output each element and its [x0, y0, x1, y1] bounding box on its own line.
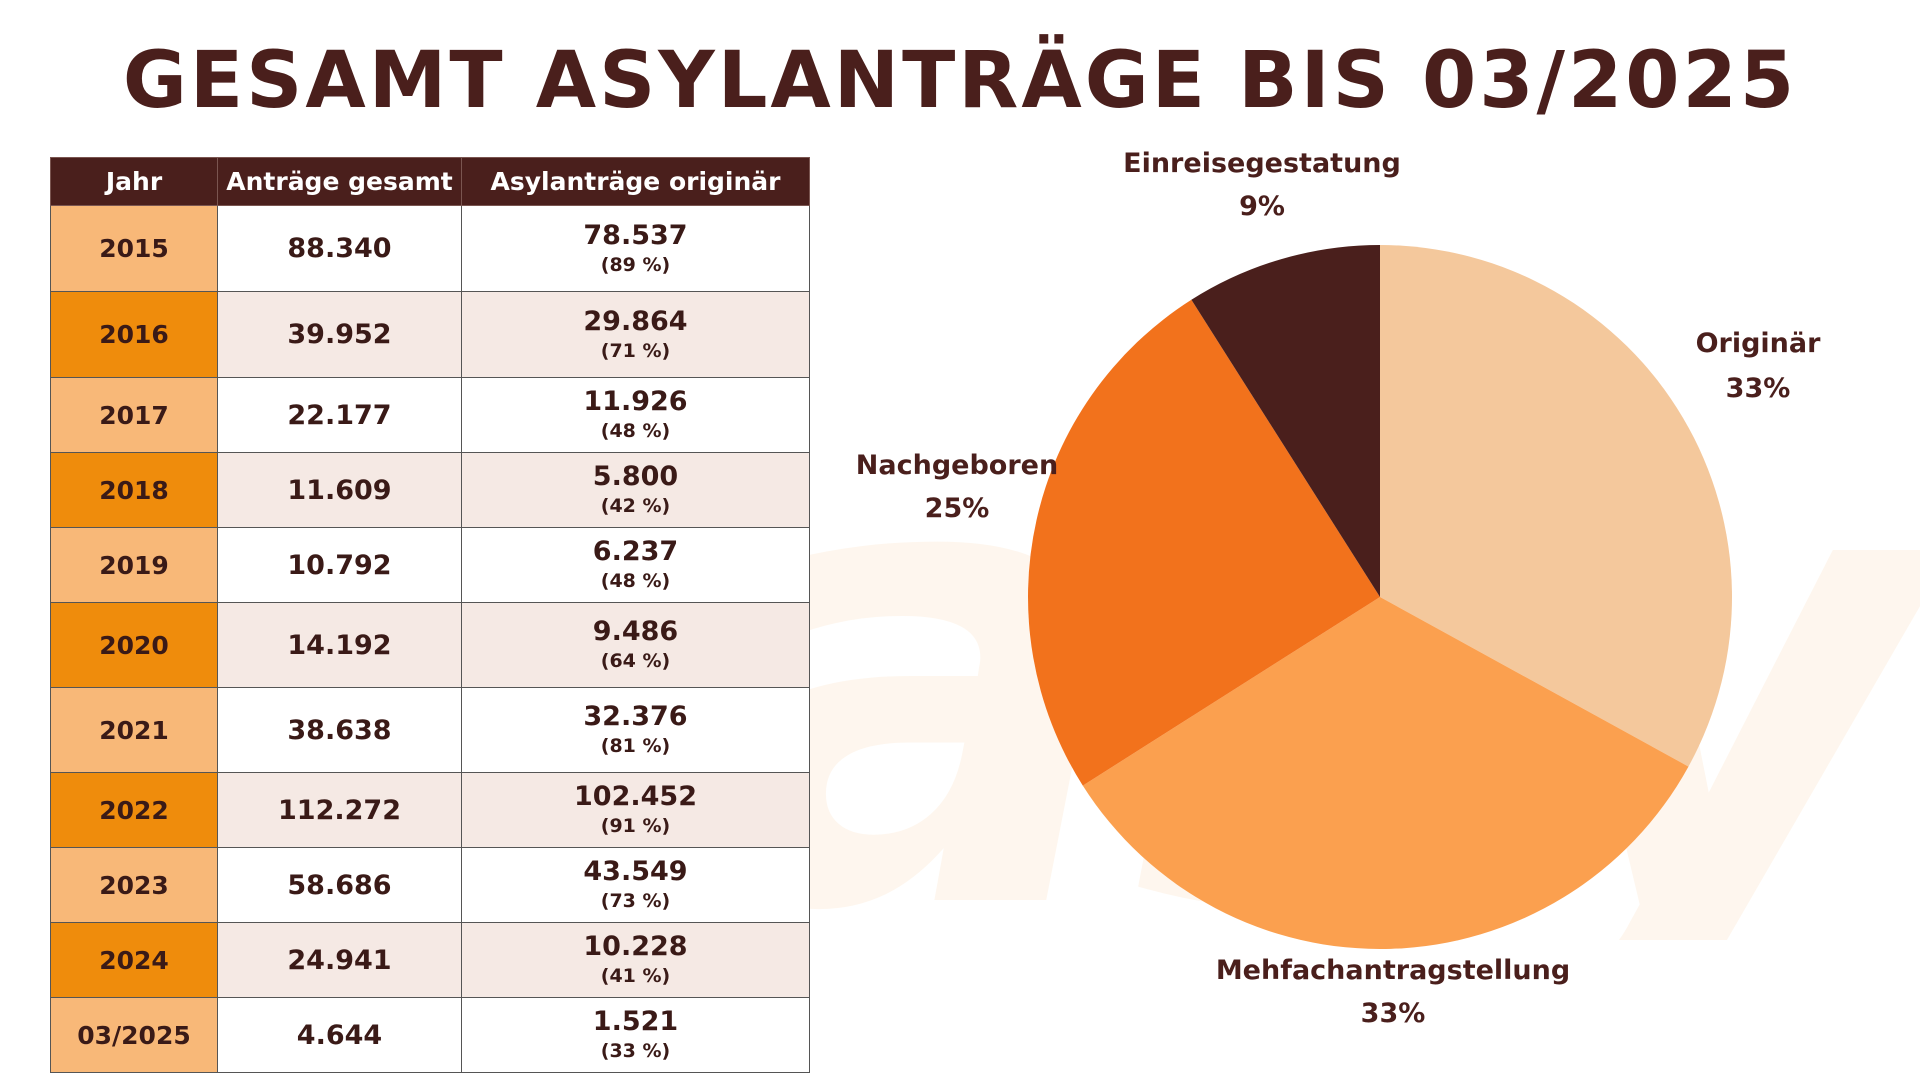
cell-original: 43.549 (73 %): [461, 847, 810, 923]
cell-year: 2024: [50, 922, 218, 998]
original-percent: (42 %): [600, 495, 671, 517]
original-percent: (41 %): [600, 965, 671, 987]
pie-labels: Originär 33% Mehfachantragstellung 33% Nachg…: [856, 148, 1821, 1029]
cell-year: 2015: [50, 205, 218, 292]
original-count: 29.864: [583, 305, 688, 337]
table-row: 2015 88.340 78.537 (89 %): [50, 205, 810, 292]
cell-year: 2023: [50, 847, 218, 923]
pie-slice-originär: [1380, 245, 1733, 767]
table-row: 03/2025 4.644 1.521 (33 %): [50, 997, 810, 1073]
original-count: 11.926: [583, 386, 688, 417]
cell-original: 5.800 (42 %): [461, 452, 810, 528]
original-percent: (73 %): [600, 890, 671, 912]
table-row: 2016 39.952 29.864 (71 %): [50, 291, 810, 378]
original-percent: (48 %): [600, 420, 671, 442]
cell-total: 88.340: [217, 205, 462, 292]
original-percent: (64 %): [600, 650, 671, 672]
pie-slice-nachgeboren: [1028, 299, 1380, 786]
pie-label-percent: 33%: [1726, 373, 1791, 404]
cell-year: 2017: [50, 377, 218, 453]
original-count: 43.549: [583, 856, 688, 887]
table-row: 2024 24.941 10.228 (41 %): [50, 922, 810, 998]
cell-original: 9.486 (64 %): [461, 602, 810, 688]
cell-year: 2022: [50, 772, 218, 848]
pie-label-name: Einreisegestatung: [1123, 148, 1401, 179]
cell-original: 102.452 (91 %): [461, 772, 810, 848]
page-title: GESAMT ASYLANTRÄGE BIS 03/2025: [122, 36, 1798, 126]
cell-original: 32.376 (81 %): [461, 687, 810, 773]
cell-original: 1.521 (33 %): [461, 997, 810, 1073]
cell-total: 38.638: [217, 687, 462, 773]
pie-label-name: Originär: [1696, 328, 1822, 359]
pie-slices: [1028, 245, 1733, 949]
cell-original: 29.864 (71 %): [461, 291, 810, 378]
original-count: 32.376: [583, 701, 688, 732]
cell-total: 22.177: [217, 377, 462, 453]
table-row: 2023 58.686 43.549 (73 %): [50, 847, 810, 923]
cell-year: 2021: [50, 687, 218, 773]
original-percent: (89 %): [600, 253, 671, 276]
cell-total: 14.192: [217, 602, 462, 688]
original-percent: (48 %): [600, 570, 671, 592]
cell-total: 4.644: [217, 997, 462, 1073]
table-row: 2018 11.609 5.800 (42 %): [50, 452, 810, 528]
cell-original: 10.228 (41 %): [461, 922, 810, 998]
table-row: 2019 10.792 6.237 (48 %): [50, 527, 810, 603]
pie-label-percent: 9%: [1239, 191, 1285, 222]
cell-year: 2020: [50, 602, 218, 688]
original-percent: (81 %): [600, 735, 671, 757]
asylum-applications-table: Jahr Anträge gesamt Asylanträge originär…: [50, 157, 810, 1073]
table-header-row: Jahr Anträge gesamt Asylanträge originär: [50, 157, 810, 206]
pie-slice-einreisegestatung: [1191, 245, 1380, 597]
cell-year: 03/2025: [50, 997, 218, 1073]
cell-original: 78.537 (89 %): [461, 205, 810, 292]
table-row: 2020 14.192 9.486 (64 %): [50, 602, 810, 688]
original-count: 10.228: [583, 931, 688, 962]
table-row: 2021 38.638 32.376 (81 %): [50, 687, 810, 773]
original-count: 1.521: [592, 1006, 679, 1037]
table-row: 2017 22.177 11.926 (48 %): [50, 377, 810, 453]
pie-label-percent: 25%: [925, 493, 990, 524]
cell-year: 2016: [50, 291, 218, 378]
cell-original: 6.237 (48 %): [461, 527, 810, 603]
original-count: 6.237: [592, 536, 679, 567]
cell-total: 10.792: [217, 527, 462, 603]
table-body: 2015 88.340 78.537 (89 %) 2016 39.952 29.864 (7…: [50, 205, 810, 1073]
cell-year: 2019: [50, 527, 218, 603]
pie-label-name: Mehfachantragstellung: [1216, 955, 1570, 986]
cell-total: 24.941: [217, 922, 462, 998]
cell-original: 11.926 (48 %): [461, 377, 810, 453]
pie-label-name: Nachgeboren: [856, 450, 1058, 481]
cell-total: 11.609: [217, 452, 462, 528]
original-count: 9.486: [592, 616, 679, 647]
header-year: Jahr: [50, 157, 218, 206]
original-percent: (91 %): [600, 815, 671, 837]
original-percent: (71 %): [600, 339, 671, 362]
pie-slice-mehfachantragstellung: [1082, 597, 1689, 949]
original-percent: (33 %): [600, 1040, 671, 1062]
pie-label-percent: 33%: [1361, 998, 1426, 1029]
cell-total: 58.686: [217, 847, 462, 923]
original-count: 102.452: [574, 781, 697, 812]
original-count: 5.800: [592, 461, 679, 492]
header-total: Anträge gesamt: [217, 157, 462, 206]
original-count: 78.537: [583, 219, 688, 251]
